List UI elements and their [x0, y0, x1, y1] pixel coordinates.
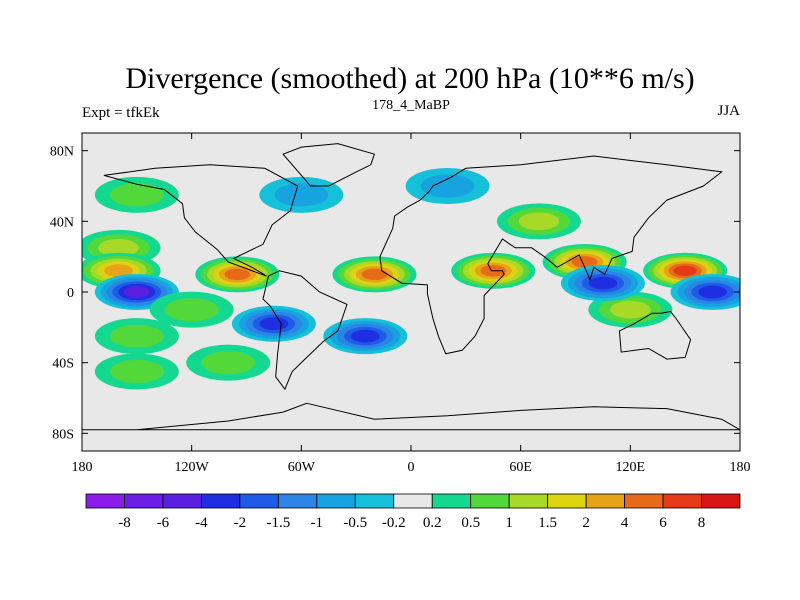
field-cell — [94, 176, 179, 213]
contour-band — [110, 359, 164, 384]
legend-swatch — [239, 493, 279, 509]
x-tick-label: 60W — [288, 460, 316, 475]
coastline — [103, 164, 299, 277]
field-cell — [405, 168, 490, 204]
legend-label: -0.2 — [382, 515, 406, 531]
field-cell — [323, 318, 408, 355]
contour-band — [104, 264, 133, 278]
legend-label: -8 — [118, 515, 131, 531]
x-tick-label: 120W — [175, 460, 210, 475]
contour-band — [420, 174, 475, 198]
legend-label: 2 — [582, 515, 590, 531]
legend-swatch — [585, 493, 625, 509]
field-cell — [94, 318, 179, 355]
subtitle-left: Expt = tfkEk — [82, 105, 160, 121]
coastlines — [82, 143, 740, 431]
legend-label: 4 — [621, 515, 629, 531]
contour-band — [164, 298, 219, 322]
legend-label: 8 — [698, 515, 706, 531]
contour-band — [610, 300, 651, 319]
coastline — [379, 155, 723, 355]
coastline — [618, 310, 692, 360]
legend-swatch — [701, 493, 741, 509]
contour-band — [350, 329, 380, 343]
legend-swatch — [624, 493, 664, 509]
legend-swatch — [431, 493, 472, 509]
contour-band — [259, 317, 289, 331]
contour-band — [698, 285, 727, 299]
legend-swatch — [85, 493, 125, 509]
legend-label: 6 — [659, 515, 667, 531]
x-tick-label: 120E — [616, 460, 646, 475]
field-cell — [186, 344, 271, 381]
y-tick-label: 0 — [67, 286, 74, 301]
y-tick-label: 80S — [52, 427, 74, 442]
coastline — [282, 143, 376, 187]
contour-field — [82, 168, 740, 390]
legend-swatch — [547, 493, 587, 509]
field-cell — [231, 305, 316, 342]
legend-label: 0.5 — [461, 515, 480, 531]
legend-swatch — [277, 493, 318, 509]
contour-band — [110, 324, 164, 348]
y-tick-label: 80N — [50, 145, 74, 160]
subtitle-center: 178_4_MaBP — [372, 98, 450, 113]
contour-band — [224, 268, 251, 281]
legend-swatch — [354, 493, 395, 509]
contour-band — [588, 276, 618, 290]
legend-swatch — [508, 493, 549, 509]
field-cell — [560, 265, 645, 302]
contour-band — [518, 212, 560, 231]
legend-swatch — [316, 493, 356, 509]
field-cell — [496, 203, 581, 240]
legend-label: -0.5 — [343, 515, 367, 531]
legend-label: -4 — [195, 515, 208, 531]
contour-band — [361, 268, 388, 281]
contour-band — [274, 183, 329, 207]
legend-swatch — [201, 493, 241, 509]
contour-band — [110, 183, 164, 207]
contour-band — [673, 265, 697, 276]
legend-swatch — [393, 493, 433, 509]
legend-swatch — [470, 493, 510, 509]
field-cell — [670, 274, 740, 310]
legend-label: -1.5 — [266, 515, 290, 531]
contour-band — [201, 351, 256, 375]
chart-title: Divergence (smoothed) at 200 hPa (10**6 … — [125, 62, 694, 95]
contour-band — [98, 238, 139, 257]
contour-band — [124, 286, 150, 298]
field-cell — [332, 256, 417, 293]
legend-swatch — [662, 493, 702, 509]
field-cell — [94, 353, 179, 390]
legend-label: -6 — [157, 515, 170, 531]
plot-area — [81, 132, 741, 452]
legend-swatch — [124, 493, 164, 509]
field-cell — [259, 176, 344, 213]
field-cell — [149, 291, 234, 328]
axes: 180 120W 60W 0 60E 120E 180 80N 40N 0 40S 80S — [50, 133, 751, 475]
legend-label: -1 — [311, 515, 324, 531]
contour-band — [571, 256, 598, 268]
color-legend: -8 -6 -4 -2 -1.5 -1 -0.5 -0.2 0.2 0.5 1 1.5 2 4 6 8 — [85, 493, 741, 531]
coastline — [262, 270, 348, 391]
legend-label: -2 — [234, 515, 247, 531]
coastline — [82, 402, 740, 431]
y-tick-label: 40N — [50, 215, 74, 230]
legend-label: 1.5 — [538, 515, 557, 531]
x-tick-label: 0 — [408, 460, 415, 475]
x-tick-label: 60E — [509, 460, 532, 475]
field-cell — [195, 256, 280, 293]
legend-label: 0.2 — [423, 515, 442, 531]
y-tick-label: 40S — [52, 357, 74, 372]
legend-label: 1 — [505, 515, 513, 531]
x-tick-label: 180 — [72, 460, 93, 475]
x-tick-label: 180 — [730, 460, 751, 475]
legend-swatch — [162, 493, 202, 509]
subtitle-right: JJA — [717, 103, 740, 119]
